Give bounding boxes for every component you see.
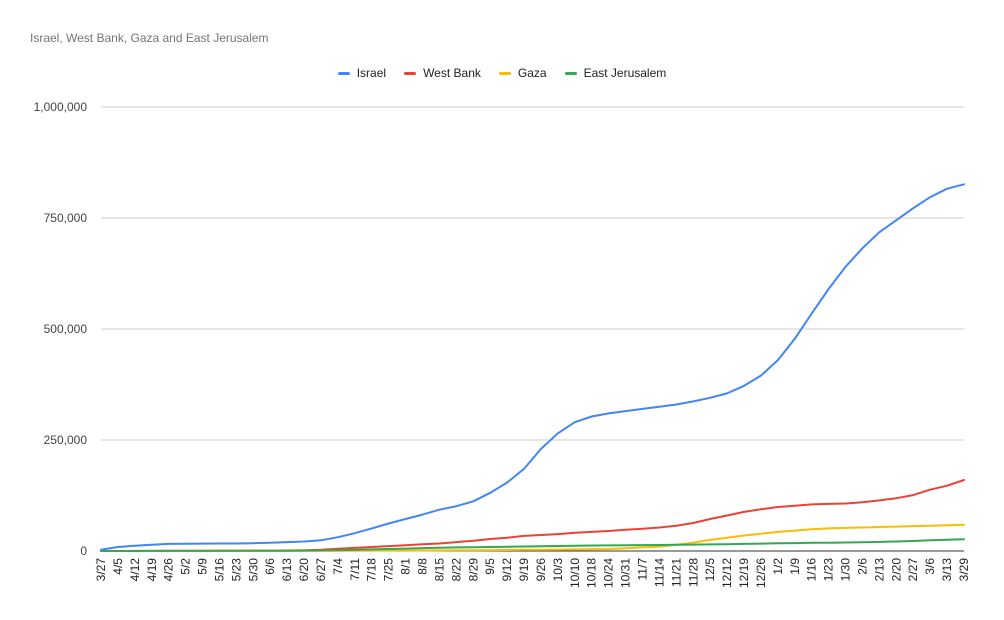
x-tick-label: 8/29 [466, 558, 480, 582]
x-tick-label: 11/21 [669, 558, 683, 587]
y-tick-label: 0 [80, 544, 87, 558]
x-tick-label: 1/9 [788, 558, 802, 575]
x-tick-label: 10/31 [619, 558, 633, 588]
y-tick-label: 500,000 [44, 322, 88, 336]
x-tick-label: 9/19 [517, 558, 531, 582]
x-tick-label: 5/2 [179, 558, 193, 575]
x-tick-label: 3/29 [957, 558, 971, 582]
x-tick-label: 2/13 [872, 558, 886, 582]
x-tick-label: 1/2 [771, 558, 785, 575]
legend-swatch-israel [337, 71, 350, 75]
series-line-west-bank [100, 479, 965, 552]
x-tick-label: 2/20 [889, 558, 903, 582]
x-tick-label: 5/30 [246, 558, 260, 582]
x-tick-label: 3/6 [923, 558, 937, 575]
legend-swatch-east-jerusalem [564, 71, 577, 75]
x-tick-label: 5/16 [212, 558, 226, 582]
legend-label-gaza: Gaza [517, 66, 547, 80]
x-tick-label: 11/14 [652, 558, 666, 587]
x-tick-label: 10/24 [602, 558, 616, 588]
legend-item-west-bank[interactable]: West Bank [404, 66, 481, 80]
x-tick-label: 7/11 [348, 558, 362, 581]
legend-label-west-bank: West Bank [423, 66, 481, 80]
legend-item-israel[interactable]: Israel [337, 66, 387, 80]
x-tick-label: 9/5 [483, 558, 497, 575]
x-tick-label: 6/13 [280, 558, 294, 582]
x-tick-label: 4/5 [111, 558, 125, 575]
x-tick-label: 10/18 [585, 558, 599, 588]
x-tick-label: 6/20 [297, 558, 311, 582]
x-tick-label: 9/26 [534, 558, 548, 582]
series-line-israel [100, 183, 965, 551]
legend-item-gaza[interactable]: Gaza [498, 66, 547, 80]
legend-swatch-gaza [498, 71, 511, 75]
x-tick-label: 12/12 [720, 558, 734, 588]
x-tick-label: 7/4 [331, 558, 345, 575]
x-tick-label: 3/13 [940, 558, 954, 582]
x-tick-label: 5/9 [196, 558, 210, 575]
x-tick-label: 4/12 [128, 558, 142, 582]
x-tick-label: 6/27 [314, 558, 328, 582]
x-tick-label: 11/28 [686, 558, 700, 587]
legend: Israel West Bank Gaza East Jerusalem [0, 66, 1004, 80]
x-tick-label: 7/18 [365, 558, 379, 582]
x-tick-label: 5/23 [229, 558, 243, 582]
legend-label-east-jerusalem: East Jerusalem [583, 66, 667, 80]
chart-title: Israel, West Bank, Gaza and East Jerusal… [30, 31, 269, 45]
x-tick-label: 9/12 [500, 558, 514, 582]
x-tick-label: 7/25 [382, 558, 396, 582]
y-tick-label: 250,000 [44, 433, 88, 447]
x-tick-label: 11/7 [635, 558, 649, 581]
legend-item-east-jerusalem[interactable]: East Jerusalem [564, 66, 667, 80]
x-tick-label: 1/30 [839, 558, 853, 582]
x-tick-label: 3/27 [94, 558, 108, 582]
x-tick-label: 8/22 [449, 558, 463, 582]
x-tick-label: 2/27 [906, 558, 920, 582]
legend-label-israel: Israel [356, 66, 387, 80]
x-tick-label: 10/10 [568, 558, 582, 588]
x-tick-label: 1/23 [822, 558, 836, 582]
x-tick-label: 4/26 [162, 558, 176, 582]
series-line-east-jerusalem [100, 538, 965, 552]
x-tick-label: 12/26 [754, 558, 768, 588]
x-tick-label: 12/5 [703, 558, 717, 582]
y-tick-label: 750,000 [44, 211, 88, 225]
x-tick-label: 10/3 [551, 558, 565, 582]
legend-swatch-west-bank [404, 71, 417, 75]
x-tick-label: 2/6 [855, 558, 869, 575]
y-tick-label: 1,000,000 [34, 100, 88, 114]
x-tick-label: 8/1 [399, 558, 413, 575]
x-tick-label: 4/19 [145, 558, 159, 582]
x-tick-label: 6/6 [263, 558, 277, 575]
x-tick-label: 12/19 [737, 558, 751, 588]
x-tick-label: 8/8 [416, 558, 430, 575]
x-tick-label: 8/15 [432, 558, 446, 582]
x-tick-label: 1/16 [805, 558, 819, 582]
